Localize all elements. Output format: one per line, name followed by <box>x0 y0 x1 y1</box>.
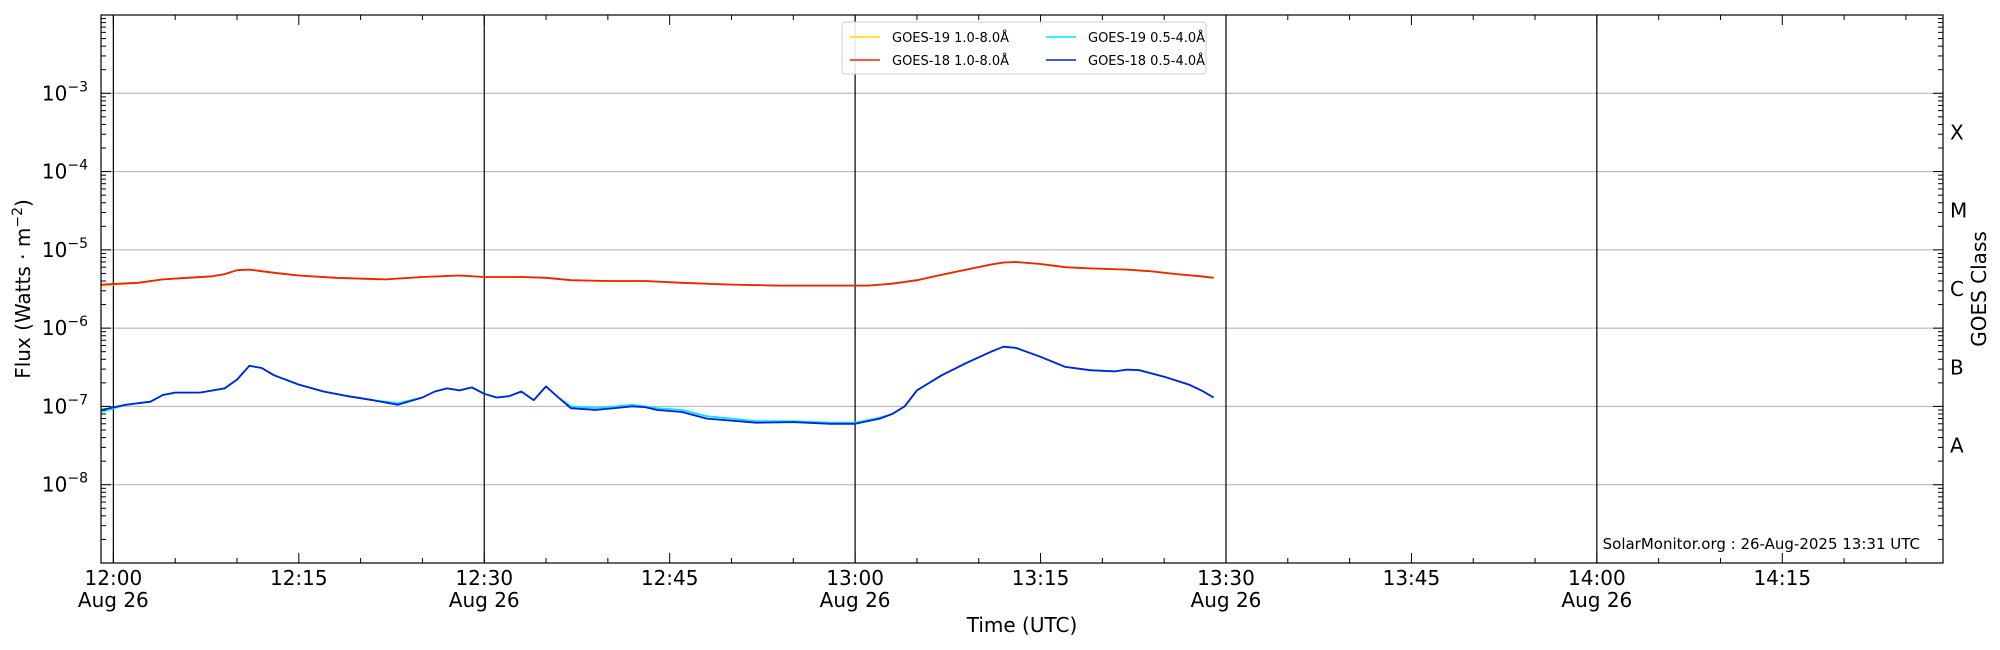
x-tick-date-label: Aug 26 <box>820 588 891 612</box>
x-tick-label: 14:00 <box>1568 566 1626 590</box>
x-tick-date-label: Aug 26 <box>449 588 520 612</box>
ticks-layer <box>101 15 1943 563</box>
y2-axis-title: GOES Class <box>1967 231 1991 347</box>
x-tick-date-label: Aug 26 <box>1191 588 1262 612</box>
x-axis-title: Time (UTC) <box>966 613 1078 637</box>
legend-label: GOES-19 1.0-8.0Å <box>892 30 1009 46</box>
goes-class-label: C <box>1950 277 1964 301</box>
x-tick-label: 13:30 <box>1197 566 1255 590</box>
x-tick-date-label: Aug 26 <box>1561 588 1632 612</box>
grid-layer <box>101 15 1943 563</box>
credit-text: SolarMonitor.org : 26-Aug-2025 13:31 UTC <box>1603 535 1920 553</box>
legend-label: GOES-19 0.5-4.0Å <box>1088 30 1205 46</box>
goes-class-label: A <box>1950 434 1964 458</box>
x-tick-label: 12:30 <box>455 566 513 590</box>
legend-box <box>841 21 1207 75</box>
x-tick-label: 13:00 <box>826 566 884 590</box>
x-tick-label: 12:00 <box>85 566 143 590</box>
y-axis-title-prefix: Flux (Watts · m <box>11 228 35 379</box>
plot-frame <box>100 14 1944 564</box>
x-tick-label: 14:15 <box>1753 566 1811 590</box>
series-layer <box>100 261 1215 425</box>
x-tick-label: 13:15 <box>1012 566 1070 590</box>
legend: GOES-19 1.0-8.0Å GOES-19 0.5-4.0Å GOES-18 … <box>841 21 1207 75</box>
series-line <box>100 261 1214 287</box>
legend-label: GOES-18 1.0-8.0Å <box>892 53 1009 69</box>
y-axis-title-suffix: ) <box>11 199 35 207</box>
y-axis-title-exp: −2 <box>10 207 26 228</box>
y-tick-label: 10−8 <box>42 471 88 497</box>
y-tick-label: 10−6 <box>42 314 88 340</box>
x-tick-date-label: Aug 26 <box>78 588 149 612</box>
goes-class-label: M <box>1950 199 1967 223</box>
y-tick-label: 10−4 <box>42 158 88 184</box>
y-tick-label: 10−5 <box>42 236 88 262</box>
x-tick-label: 12:45 <box>641 566 699 590</box>
x-tick-label: 13:45 <box>1383 566 1441 590</box>
y-axis-title: Flux (Watts · m−2) <box>10 199 35 379</box>
series-line <box>100 345 1215 425</box>
y-tick-label: 10−7 <box>42 392 88 418</box>
goes-class-label: X <box>1950 120 1964 144</box>
goes-class-label: B <box>1950 355 1964 379</box>
series-line <box>100 345 1215 424</box>
y-tick-label: 10−3 <box>42 79 88 105</box>
legend-label: GOES-18 0.5-4.0Å <box>1088 53 1205 69</box>
frame-layer <box>100 14 1944 564</box>
x-tick-label: 12:15 <box>270 566 328 590</box>
